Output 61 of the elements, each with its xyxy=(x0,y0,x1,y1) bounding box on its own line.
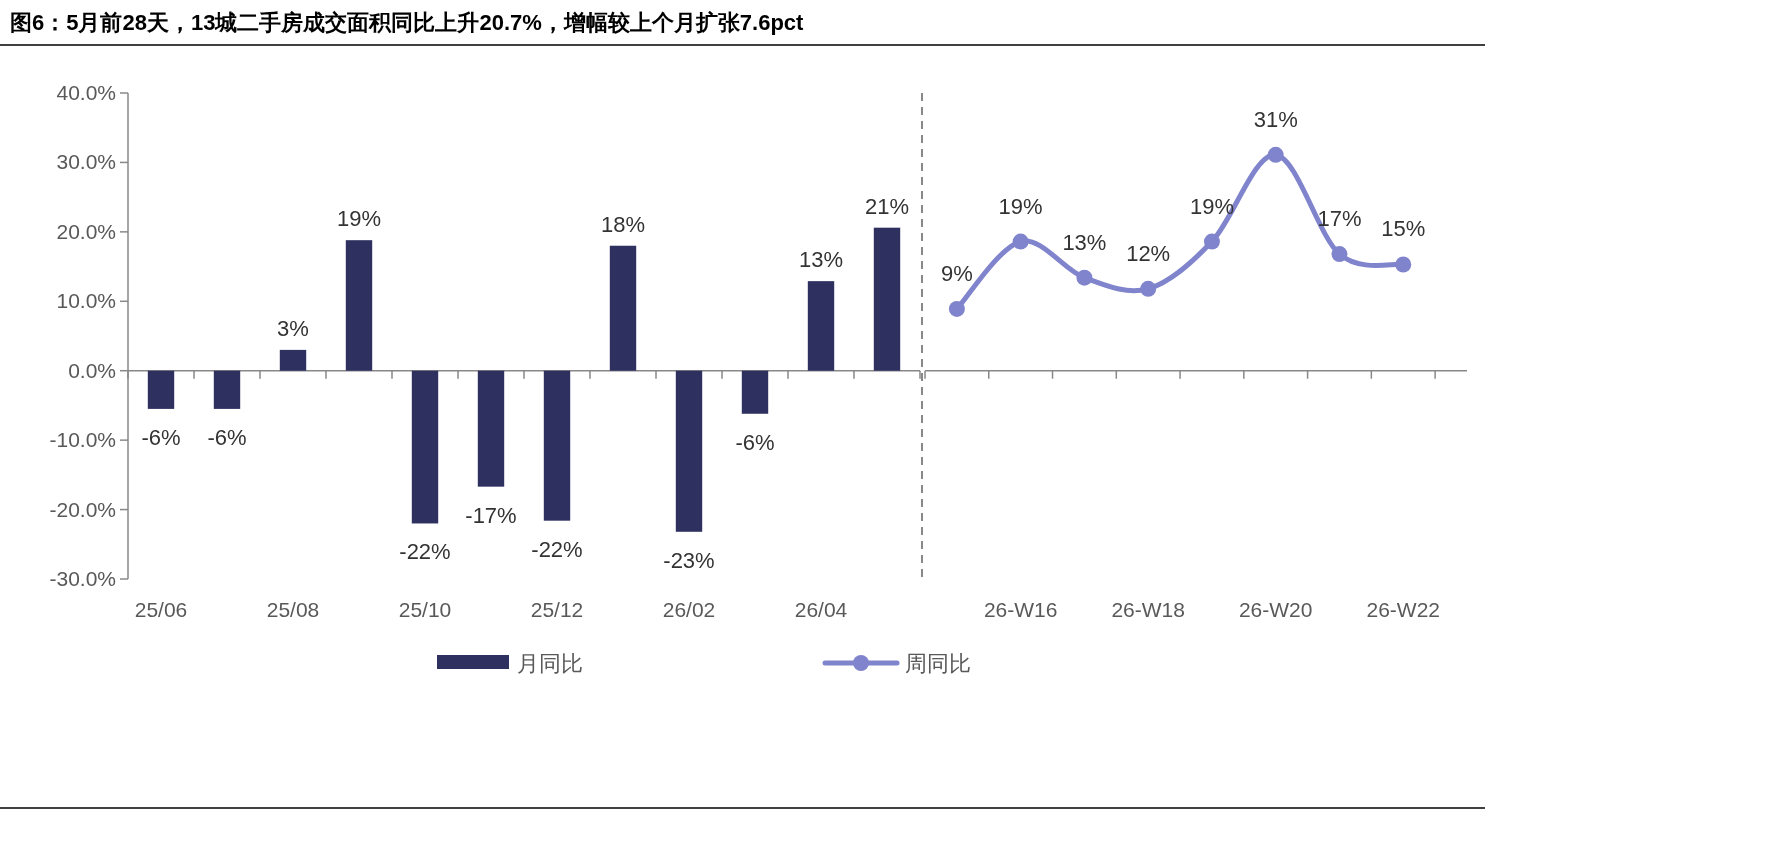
point xyxy=(1076,269,1093,286)
data-label: 21% xyxy=(864,193,910,219)
data-label: 17% xyxy=(1317,206,1362,232)
y-tick-label: 0.0% xyxy=(68,358,116,382)
data-label: 13% xyxy=(798,247,844,273)
point xyxy=(1012,233,1029,250)
x-tick-label: 26/04 xyxy=(794,598,848,621)
x-tick-label: 26-W18 xyxy=(1111,598,1185,621)
point xyxy=(1331,246,1348,263)
bar xyxy=(873,227,901,371)
bar xyxy=(741,370,769,414)
bar xyxy=(345,240,373,371)
y-tick-label: 20.0% xyxy=(56,219,116,243)
bar xyxy=(807,281,835,371)
bar xyxy=(609,245,637,371)
x-tick-label: 26/02 xyxy=(662,598,716,621)
data-label: -6% xyxy=(735,429,775,455)
x-tick-label: 25/08 xyxy=(266,598,320,621)
data-label: -17% xyxy=(465,502,517,528)
bar xyxy=(411,370,439,524)
x-tick-label: 26-W16 xyxy=(983,598,1058,621)
legend-label: 月同比 xyxy=(517,651,583,676)
bar xyxy=(675,370,703,532)
data-label: -6% xyxy=(207,424,247,450)
bar xyxy=(279,349,307,371)
point xyxy=(1395,256,1412,273)
y-tick-label: 30.0% xyxy=(56,150,116,174)
x-tick-label: 25/10 xyxy=(398,598,452,621)
y-tick-label: -30.0% xyxy=(49,567,116,590)
bar xyxy=(543,370,571,521)
chart-title: 图6：5月前28天，13城二手房成交面积同比上升20.7%，增幅较上个月扩张7.6pct xyxy=(10,10,805,35)
data-label: 18% xyxy=(600,211,646,237)
y-tick-label: 40.0% xyxy=(56,81,116,104)
data-label: 12% xyxy=(1126,240,1171,266)
data-label: 19% xyxy=(1189,193,1234,219)
bar xyxy=(213,370,241,409)
x-tick-label: 25/06 xyxy=(134,598,188,621)
y-tick-label: -10.0% xyxy=(49,428,116,452)
data-label: 19% xyxy=(998,193,1043,219)
bar xyxy=(147,370,175,409)
data-label: 15% xyxy=(1381,216,1426,242)
x-tick-label: 26-W22 xyxy=(1366,598,1440,621)
point xyxy=(948,300,965,317)
bar xyxy=(477,370,505,487)
x-tick-label: 25/12 xyxy=(530,598,584,621)
y-tick-label: -20.0% xyxy=(49,497,116,521)
point xyxy=(1140,280,1157,297)
data-label: 31% xyxy=(1253,106,1298,132)
data-label: 9% xyxy=(940,260,973,286)
point xyxy=(1203,233,1220,250)
data-label: -6% xyxy=(141,424,181,450)
legend-label: 周同比 xyxy=(905,651,971,676)
x-tick-label: 26-W20 xyxy=(1238,598,1313,621)
data-label: 13% xyxy=(1062,229,1107,255)
y-tick-label: 10.0% xyxy=(56,289,116,313)
point xyxy=(1267,146,1284,163)
data-label: -22% xyxy=(531,536,583,562)
data-label: 3% xyxy=(277,315,309,341)
data-label: -22% xyxy=(399,539,451,565)
data-label: 19% xyxy=(336,206,382,232)
data-label: -23% xyxy=(663,547,715,573)
